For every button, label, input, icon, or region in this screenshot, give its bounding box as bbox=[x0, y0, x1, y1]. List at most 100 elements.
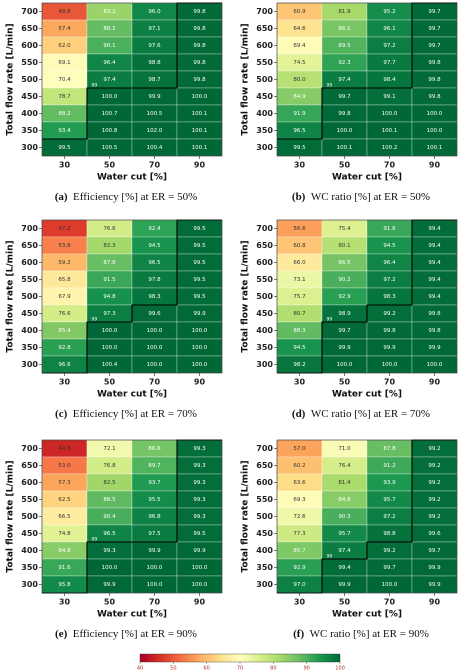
y-axis-label: Total flow rate [L/min] bbox=[241, 460, 251, 572]
y-tick-label: 450 bbox=[256, 92, 273, 101]
cell-label: 99.8 bbox=[428, 328, 441, 334]
y-tick-label: 600 bbox=[256, 41, 273, 50]
y-tick-label: 550 bbox=[256, 275, 273, 284]
cell-label: 100.1 bbox=[337, 145, 353, 151]
y-tick-label: 450 bbox=[21, 529, 38, 538]
colorbar-tick-label: 90 bbox=[303, 666, 309, 671]
caption-text: WC ratio [%] at ER = 90% bbox=[310, 628, 429, 640]
cell-label: 99.7 bbox=[428, 548, 441, 554]
y-tick-label: 550 bbox=[21, 58, 38, 67]
cell-label: 97.4 bbox=[338, 77, 351, 83]
cell-label: 91.6 bbox=[383, 226, 396, 232]
cell-label: 47.2 bbox=[58, 226, 70, 232]
y-axis-label: Total flow rate [L/min] bbox=[6, 460, 16, 572]
cell-label: 89.5 bbox=[338, 43, 351, 49]
cell-label: 60.9 bbox=[293, 9, 306, 15]
cell-label: 65.8 bbox=[58, 277, 71, 283]
cell-label: 100.4 bbox=[102, 362, 118, 368]
cell-label: 98.8 bbox=[148, 60, 161, 66]
cell-label: 99.9 bbox=[338, 582, 351, 588]
cell-label: 99.8 bbox=[428, 94, 441, 100]
y-tick-label: 550 bbox=[21, 495, 38, 504]
y-axis-label: Total flow rate [L/min] bbox=[6, 23, 16, 135]
cell-label: 56.6 bbox=[293, 226, 306, 232]
caption: (c) Efficiency [%] at ER = 70% bbox=[55, 408, 197, 420]
cell-label: 76.6 bbox=[103, 226, 116, 232]
cell-label: 91.5 bbox=[103, 277, 116, 283]
cell-label: 99.2 bbox=[428, 463, 440, 469]
y-tick-label: 300 bbox=[21, 143, 38, 152]
cell-label: 63.6 bbox=[293, 480, 306, 486]
x-tick-label: 50 bbox=[104, 378, 116, 387]
contour-label: 99 bbox=[327, 83, 333, 89]
cell-label: 100.1 bbox=[192, 145, 208, 151]
caption-text: WC ratio [%] at ER = 50% bbox=[311, 191, 430, 203]
cell-label: 99.2 bbox=[383, 311, 395, 317]
cell-label: 96.0 bbox=[148, 9, 161, 15]
cell-label: 100.0 bbox=[382, 582, 398, 588]
cell-label: 85.7 bbox=[293, 548, 306, 554]
y-tick-label: 500 bbox=[256, 75, 273, 84]
cell-label: 88.1 bbox=[103, 26, 115, 32]
cell-label: 99.2 bbox=[428, 446, 440, 452]
cell-label: 100.0 bbox=[427, 128, 443, 134]
cell-label: 99.8 bbox=[193, 9, 206, 15]
cell-label: 66.5 bbox=[58, 514, 71, 520]
cell-label: 62.5 bbox=[58, 497, 71, 503]
x-tick-label: 50 bbox=[339, 161, 351, 170]
x-tick-label: 50 bbox=[339, 378, 351, 387]
contour-label: 99 bbox=[92, 537, 98, 543]
cell-label: 97.7 bbox=[383, 60, 396, 66]
cell-label: 49.8 bbox=[58, 9, 71, 15]
cell-label: 100.0 bbox=[102, 345, 118, 351]
cell-label: 76.6 bbox=[58, 311, 71, 317]
x-tick-label: 90 bbox=[429, 161, 441, 170]
cell-label: 100.0 bbox=[427, 111, 443, 117]
cell-label: 99.9 bbox=[383, 345, 396, 351]
y-tick-label: 300 bbox=[256, 360, 273, 369]
cell-label: 93.4 bbox=[58, 128, 71, 134]
x-tick-label: 70 bbox=[384, 598, 396, 607]
caption-label: (b) bbox=[292, 191, 306, 203]
colorbar-tick-label: 40 bbox=[137, 666, 143, 671]
cell-label: 90.4 bbox=[103, 514, 116, 520]
cell-label: 99.7 bbox=[338, 94, 351, 100]
cell-label: 99.9 bbox=[428, 565, 441, 571]
cell-label: 94.8 bbox=[103, 294, 116, 300]
cell-label: 95.2 bbox=[383, 9, 395, 15]
x-tick-label: 50 bbox=[104, 161, 116, 170]
cell-label: 99.7 bbox=[338, 328, 351, 334]
cell-label: 84.9 bbox=[293, 94, 306, 100]
y-tick-label: 350 bbox=[256, 126, 273, 135]
cell-label: 99.5 bbox=[193, 226, 206, 232]
cell-label: 84.8 bbox=[338, 497, 351, 503]
cell-label: 99.4 bbox=[428, 260, 441, 266]
cell-label: 76.4 bbox=[338, 463, 351, 469]
y-tick-label: 400 bbox=[256, 109, 273, 118]
x-tick-label: 90 bbox=[429, 378, 441, 387]
cell-label: 85.4 bbox=[58, 328, 71, 334]
cell-label: 99.5 bbox=[193, 277, 206, 283]
cell-label: 97.0 bbox=[293, 582, 306, 588]
colorbar bbox=[139, 653, 341, 663]
cell-label: 99.4 bbox=[428, 243, 441, 249]
cell-label: 81.9 bbox=[338, 9, 351, 15]
cell-label: 72.6 bbox=[293, 514, 306, 520]
x-tick-label: 70 bbox=[384, 161, 396, 170]
cell-label: 99.8 bbox=[193, 26, 206, 32]
y-tick-label: 700 bbox=[256, 444, 273, 453]
cell-label: 100.0 bbox=[382, 362, 398, 368]
caption-text: Efficiency [%] at ER = 70% bbox=[73, 408, 197, 420]
cell-label: 99.3 bbox=[193, 514, 206, 520]
cell-label: 99.5 bbox=[193, 531, 206, 537]
cell-label: 102.0 bbox=[147, 128, 163, 134]
x-tick-label: 30 bbox=[59, 378, 71, 387]
cell-label: 99.9 bbox=[193, 311, 206, 317]
cell-label: 99.3 bbox=[193, 463, 206, 469]
caption-label: (e) bbox=[55, 628, 68, 640]
cell-label: 100.8 bbox=[102, 128, 118, 134]
cell-label: 71.0 bbox=[338, 446, 351, 452]
x-axis-label: Water cut [%] bbox=[97, 390, 167, 400]
y-tick-label: 500 bbox=[256, 512, 273, 521]
cell-label: 83.2 bbox=[103, 9, 115, 15]
